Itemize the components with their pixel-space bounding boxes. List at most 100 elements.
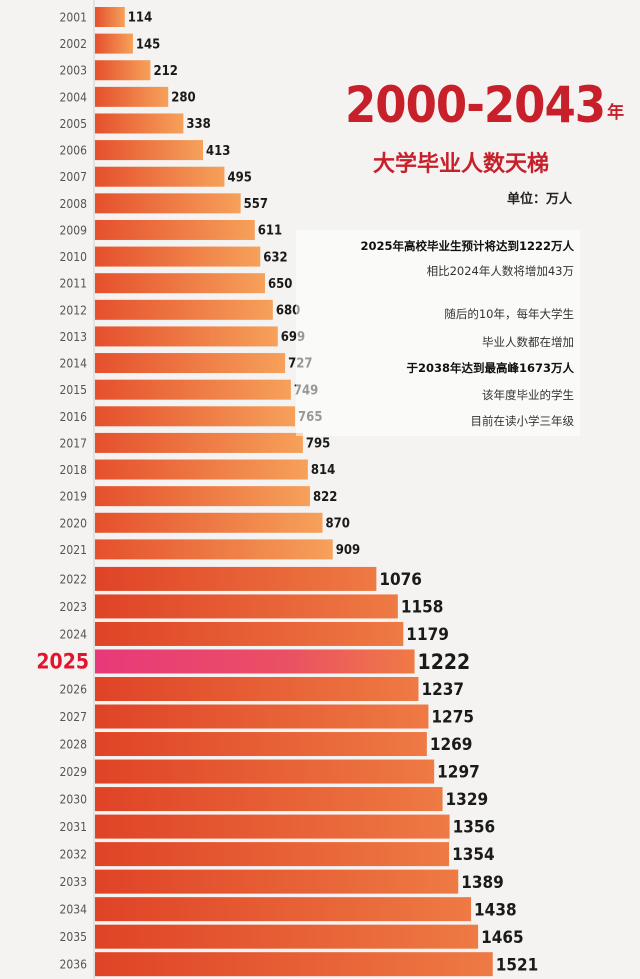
chart-title-suffix: 年 bbox=[607, 103, 625, 123]
year-label-2028: 2028 bbox=[60, 738, 88, 752]
value-label-2022: 1076 bbox=[379, 570, 422, 590]
bar-2012 bbox=[95, 299, 273, 320]
year-label-2009: 2009 bbox=[60, 223, 88, 237]
bar-2015 bbox=[95, 379, 291, 400]
year-label-2016: 2016 bbox=[60, 410, 88, 424]
year-label-2004: 2004 bbox=[60, 90, 88, 104]
year-label-2002: 2002 bbox=[60, 37, 87, 51]
bar-2017 bbox=[95, 432, 303, 453]
year-label-2015: 2015 bbox=[60, 383, 87, 397]
value-label-2004: 280 bbox=[171, 91, 195, 106]
chart-unit-label: 单位：万人 bbox=[506, 192, 572, 207]
value-label-2003: 212 bbox=[153, 64, 177, 79]
year-label-2007: 2007 bbox=[60, 170, 87, 184]
bar-2034 bbox=[95, 897, 472, 922]
year-label-2036: 2036 bbox=[60, 958, 88, 972]
bar-2031 bbox=[95, 814, 450, 839]
bar-2023 bbox=[95, 594, 398, 619]
annotation-line: 随后的10年，每年大学生 bbox=[444, 307, 574, 321]
value-label-2030: 1329 bbox=[446, 790, 489, 810]
bar-2007 bbox=[95, 166, 225, 187]
value-label-2012: 680 bbox=[276, 304, 300, 319]
year-label-2008: 2008 bbox=[60, 197, 88, 211]
bar-2002 bbox=[95, 33, 133, 54]
bar-2032 bbox=[95, 842, 450, 867]
value-label-2002: 145 bbox=[136, 37, 160, 52]
year-label-2017: 2017 bbox=[60, 436, 87, 450]
bar-2026 bbox=[95, 677, 419, 701]
value-label-2010: 632 bbox=[263, 250, 287, 265]
value-label-2001: 114 bbox=[128, 11, 152, 26]
year-label-2025: 2025 bbox=[36, 649, 89, 673]
annotation-line: 2025年高校毕业生预计将达到1222万人 bbox=[360, 239, 574, 253]
year-label-2012: 2012 bbox=[60, 303, 87, 317]
chart-subtitle: 大学毕业人数天梯 bbox=[372, 152, 549, 177]
value-label-2005: 338 bbox=[186, 117, 210, 132]
annotation-panel: 2025年高校毕业生预计将达到1222万人 相比2024年人数将增加43万 随后… bbox=[296, 230, 580, 436]
bar-2009 bbox=[95, 219, 255, 240]
year-label-2010: 2010 bbox=[60, 250, 88, 264]
bar-2033 bbox=[95, 869, 459, 894]
year-label-2018: 2018 bbox=[60, 463, 88, 477]
year-label-2033: 2033 bbox=[60, 875, 87, 889]
bar-2022 bbox=[95, 566, 377, 591]
value-label-2017: 795 bbox=[306, 437, 330, 452]
annotation-line: 于2038年达到最高峰1673万人 bbox=[406, 361, 574, 375]
bar-2019 bbox=[95, 486, 310, 507]
bar-2014 bbox=[95, 353, 286, 374]
value-label-2024: 1179 bbox=[406, 625, 449, 645]
value-label-2006: 413 bbox=[206, 144, 230, 159]
year-label-2032: 2032 bbox=[60, 848, 87, 862]
bar-2018 bbox=[95, 459, 308, 480]
year-label-2005: 2005 bbox=[60, 117, 87, 131]
bar-2030 bbox=[95, 787, 443, 812]
annotation-line: 相比2024年人数将增加43万 bbox=[426, 264, 574, 278]
year-label-2019: 2019 bbox=[60, 490, 88, 504]
value-label-2026: 1237 bbox=[421, 680, 464, 700]
bar-2013 bbox=[95, 326, 278, 347]
value-label-2028: 1269 bbox=[430, 735, 473, 755]
chart-title-years: 2000-2043 bbox=[345, 76, 606, 134]
bar-2006 bbox=[95, 140, 203, 161]
year-label-2006: 2006 bbox=[60, 144, 88, 158]
value-label-2020: 870 bbox=[326, 516, 350, 531]
bar-2025 bbox=[95, 649, 415, 674]
year-label-2021: 2021 bbox=[60, 543, 87, 557]
bar-2004 bbox=[95, 86, 169, 107]
year-label-2022: 2022 bbox=[60, 572, 87, 586]
annotation-line: 该年度毕业的学生 bbox=[482, 388, 574, 402]
year-label-2027: 2027 bbox=[60, 710, 87, 724]
year-label-2001: 2001 bbox=[60, 11, 87, 25]
bar-2036 bbox=[95, 952, 493, 977]
value-label-2007: 495 bbox=[227, 170, 251, 185]
value-label-2019: 822 bbox=[313, 490, 337, 505]
year-label-2014: 2014 bbox=[60, 357, 88, 371]
value-label-2029: 1297 bbox=[437, 763, 480, 783]
annotation-line: 目前在读小学三年级 bbox=[470, 414, 575, 428]
year-label-2029: 2029 bbox=[60, 765, 88, 779]
bar-2003 bbox=[95, 60, 151, 81]
bar-2035 bbox=[95, 924, 479, 949]
value-label-2025: 1222 bbox=[418, 650, 471, 674]
chart-title: 2000-2043 年 bbox=[345, 78, 625, 140]
value-label-2034: 1438 bbox=[474, 900, 517, 920]
bar-2010 bbox=[95, 246, 261, 267]
value-label-2027: 1275 bbox=[431, 708, 474, 728]
bar-2024 bbox=[95, 621, 404, 646]
bar-2027 bbox=[95, 704, 429, 729]
year-label-2030: 2030 bbox=[60, 793, 88, 807]
bar-2001 bbox=[95, 7, 125, 27]
value-label-2036: 1521 bbox=[496, 955, 539, 975]
bar-2011 bbox=[95, 273, 265, 294]
bar-2008 bbox=[95, 193, 241, 214]
value-label-2009: 611 bbox=[258, 224, 282, 239]
value-label-2035: 1465 bbox=[481, 928, 524, 948]
bar-2020 bbox=[95, 512, 323, 533]
value-label-2011: 650 bbox=[268, 277, 292, 292]
value-label-2023: 1158 bbox=[401, 598, 444, 618]
value-label-2018: 814 bbox=[311, 463, 335, 478]
year-label-2024: 2024 bbox=[60, 627, 88, 641]
year-label-2020: 2020 bbox=[60, 516, 88, 530]
year-label-2023: 2023 bbox=[60, 600, 87, 614]
